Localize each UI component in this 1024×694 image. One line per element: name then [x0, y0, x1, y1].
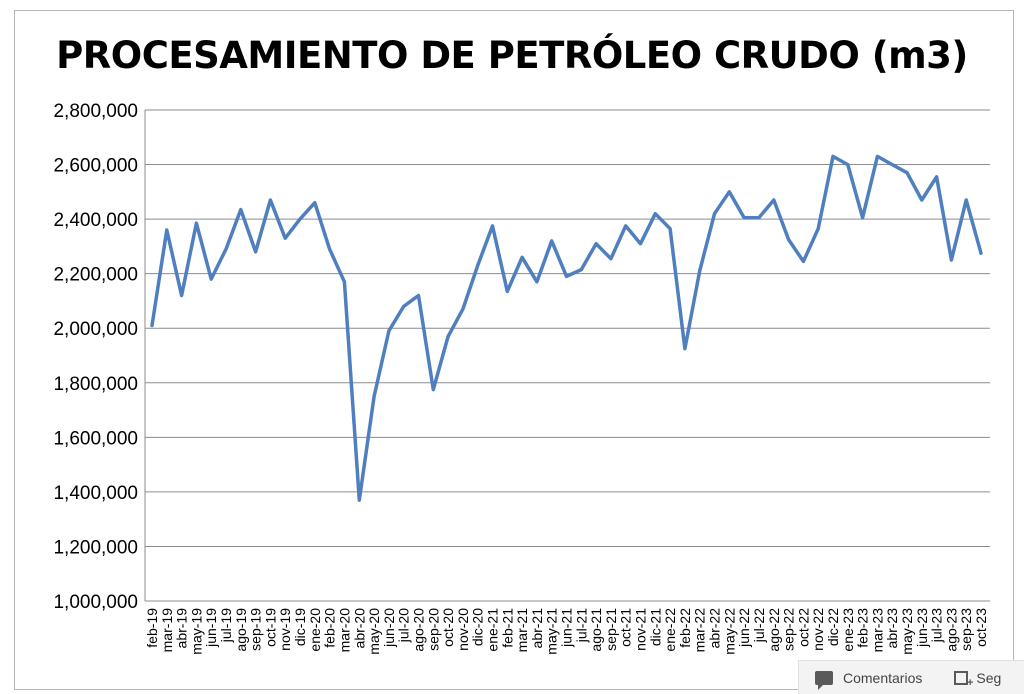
x-tick-label: jul-22 [751, 608, 767, 643]
x-tick-label: sep-20 [425, 608, 441, 651]
x-tick-label: mar-19 [159, 608, 175, 653]
x-tick-label: may-23 [899, 608, 915, 655]
chart-frame [14, 10, 1014, 690]
x-tick-label: ago-21 [588, 608, 604, 652]
x-tick-label: dic-20 [470, 608, 486, 646]
x-tick-label: sep-23 [958, 608, 974, 651]
x-tick-label: mar-23 [869, 608, 885, 653]
x-tick-label: nov-21 [633, 608, 649, 651]
x-tick-label: jun-22 [736, 608, 752, 648]
x-tick-label: mar-21 [514, 608, 530, 653]
follow-icon [954, 670, 973, 689]
x-tick-label: sep-22 [781, 608, 797, 651]
x-tick-label: may-19 [188, 608, 204, 655]
x-tick-label: jun-20 [381, 608, 397, 648]
x-tick-label: sep-19 [248, 608, 264, 651]
x-tick-label: nov-22 [810, 608, 826, 651]
x-tick-label: ago-19 [233, 608, 249, 652]
x-tick-label: ene-20 [307, 608, 323, 652]
y-tick-label: 1,000,000 [53, 592, 138, 613]
y-tick-label: 2,400,000 [53, 210, 138, 231]
x-tick-label: ago-22 [766, 608, 782, 652]
chart-title: PROCESAMIENTO DE PETRÓLEO CRUDO (m3) [56, 34, 968, 77]
x-tick-label: oct-22 [795, 608, 811, 647]
x-tick-label: jun-21 [559, 608, 575, 648]
y-tick-label: 2,200,000 [53, 265, 138, 286]
x-tick-label: jul-21 [573, 608, 589, 643]
y-tick-label: 1,200,000 [53, 537, 138, 558]
x-tick-label: may-20 [366, 608, 382, 655]
gridlines [144, 109, 990, 602]
x-tick-label: jul-19 [218, 608, 234, 643]
x-tick-label: abr-21 [529, 608, 545, 649]
x-tick-label: may-22 [721, 608, 737, 655]
x-tick-label: ene-21 [484, 608, 500, 652]
x-tick-label: jun-19 [203, 608, 219, 648]
x-tick-label: oct-20 [440, 608, 456, 647]
x-tick-label: nov-19 [277, 608, 293, 651]
x-tick-label: abr-22 [707, 608, 723, 649]
x-tick-label: dic-19 [292, 608, 308, 646]
x-tick-label: may-21 [544, 608, 560, 655]
x-tick-label: mar-20 [336, 608, 352, 653]
y-tick-label: 2,800,000 [53, 101, 138, 122]
status-bar: Comentarios Seg [798, 660, 1024, 694]
follow-label: Seg [976, 669, 1002, 686]
x-tick-label: jul-23 [929, 608, 945, 643]
comments-button[interactable]: Comentarios [815, 669, 923, 690]
x-tick-label: feb-22 [677, 608, 693, 648]
series-line [150, 154, 983, 502]
x-tick-label: dic-21 [647, 608, 663, 646]
series-line-group [150, 154, 983, 502]
x-tick-label: dic-22 [825, 608, 841, 646]
x-tick-label: abr-23 [884, 608, 900, 649]
x-tick-label: ene-22 [662, 608, 678, 652]
x-tick-label: jun-23 [914, 608, 930, 648]
x-tick-label: oct-19 [262, 608, 278, 647]
x-tick-label: feb-19 [144, 608, 160, 648]
y-axis-ticks: 1,000,000 1,200,000 1,400,000 1,600,000 1,80… [53, 101, 138, 613]
y-tick-label: 1,600,000 [53, 428, 138, 449]
y-tick-label: 1,400,000 [53, 483, 138, 504]
x-tick-label: jul-20 [396, 608, 412, 643]
x-tick-label: ago-23 [943, 608, 959, 652]
x-axis-ticks: feb-19mar-19abr-19may-19jun-19jul-19ago-… [144, 608, 989, 655]
x-tick-label: ene-23 [840, 608, 856, 652]
x-tick-label: ago-20 [410, 608, 426, 652]
x-tick-label: sep-21 [603, 608, 619, 651]
comments-label: Comentarios [843, 669, 923, 686]
y-tick-label: 1,800,000 [53, 374, 138, 395]
follow-button[interactable]: Seg [954, 669, 1002, 689]
x-tick-label: feb-21 [499, 608, 515, 648]
x-tick-label: abr-19 [174, 608, 190, 649]
x-tick-label: oct-23 [973, 608, 989, 647]
x-tick-label: feb-20 [322, 608, 338, 648]
x-tick-label: oct-21 [618, 608, 634, 647]
comment-icon [815, 670, 833, 690]
y-tick-label: 2,600,000 [53, 156, 138, 177]
y-tick-label: 2,000,000 [53, 319, 138, 340]
x-tick-label: abr-20 [351, 608, 367, 649]
x-tick-label: nov-20 [455, 608, 471, 651]
x-tick-label: mar-22 [692, 608, 708, 653]
x-tick-label: feb-23 [855, 608, 871, 648]
